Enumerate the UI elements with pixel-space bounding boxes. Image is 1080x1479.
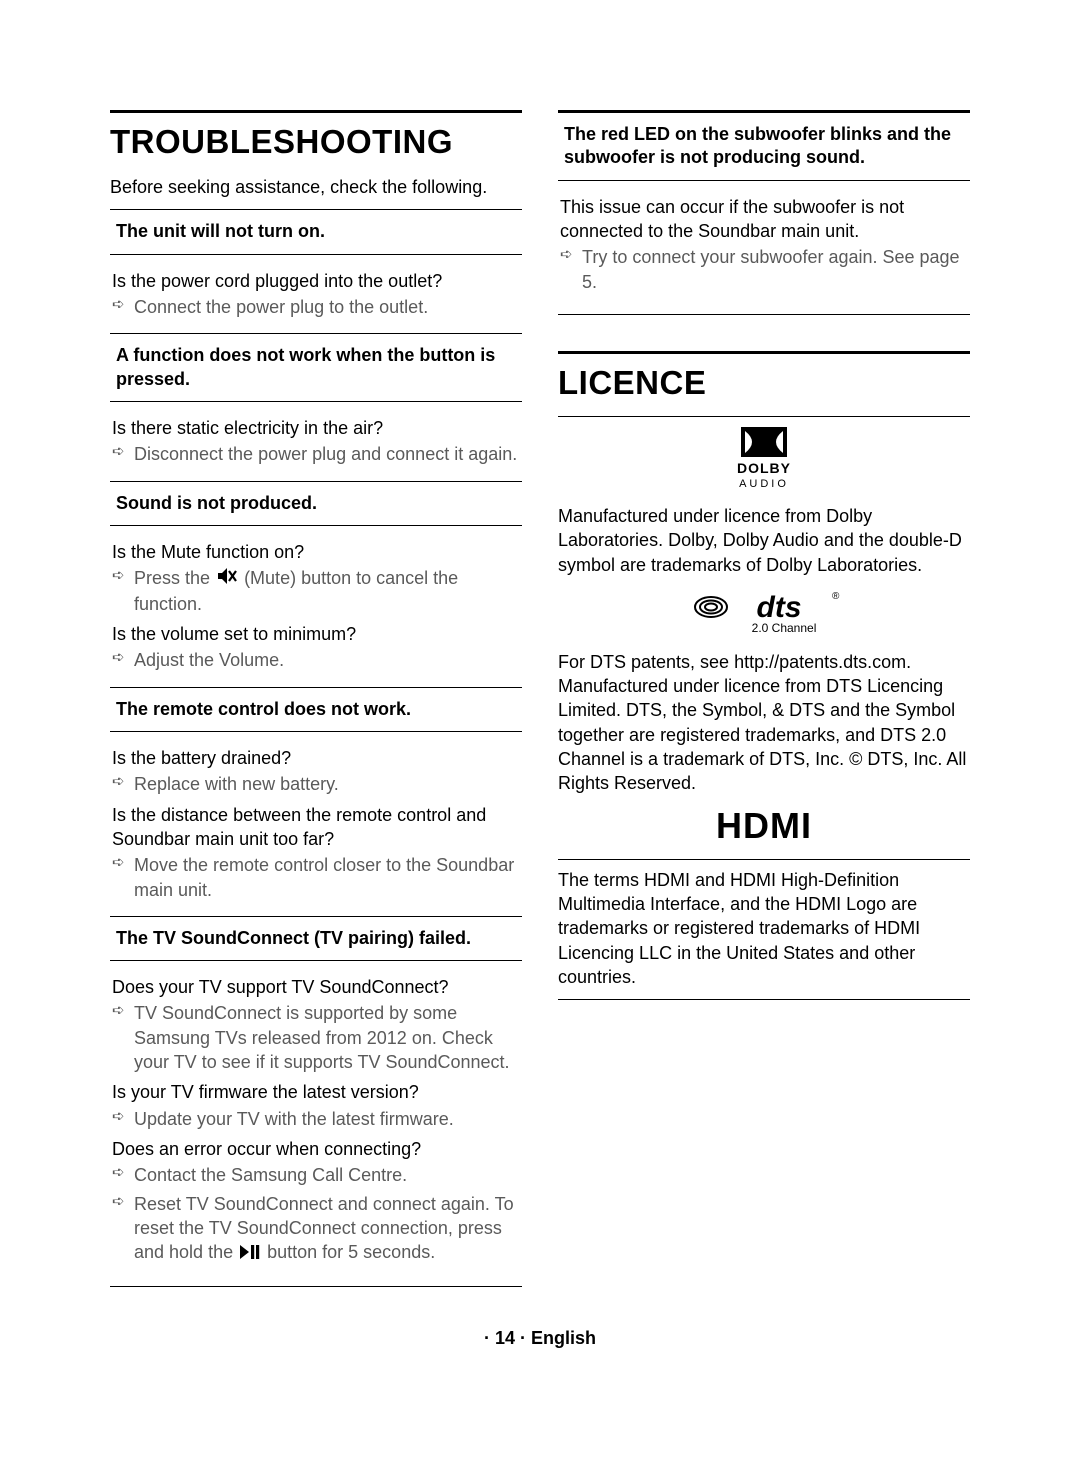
question-text: Is the battery drained? [112,746,520,770]
question-text: Is your TV firmware the latest version? [112,1080,520,1104]
dts-logo: dts ® 2.0 Channel [558,587,970,642]
answer-text: Update your TV with the latest firmware. [112,1107,520,1131]
symptom-heading: The red LED on the subwoofer blinks and … [558,110,970,181]
divider [558,859,970,860]
qa-block: This issue can occur if the subwoofer is… [558,181,970,308]
answer-text: TV SoundConnect is supported by some Sam… [112,1001,520,1074]
qa-block: Is the Mute function on? Press the (Mute… [110,526,522,687]
hdmi-logo: HDMI [558,806,970,851]
qa-block: Does your TV support TV SoundConnect? TV… [110,961,522,1279]
mute-icon [217,569,242,589]
dolby-logo-sublabel: AUDIO [739,478,789,490]
section-rule [558,351,970,354]
licence-hdmi-text: The terms HDMI and HDMI High-Definition … [558,868,970,989]
symptom-heading: Sound is not produced. [110,481,522,526]
answer-text: Connect the power plug to the outlet. [112,295,520,319]
svg-text:HDMI: HDMI [716,806,812,846]
divider [558,999,970,1000]
question-text: Does your TV support TV SoundConnect? [112,975,520,999]
question-text: Is the volume set to minimum? [112,622,520,646]
footer-prefix: · [484,1328,495,1348]
dolby-logo-label: DOLBY [737,460,791,476]
question-text: Does an error occur when connecting? [112,1137,520,1161]
divider [558,416,970,417]
answer-text: Adjust the Volume. [112,648,520,672]
section-end-rule [110,1286,522,1287]
answer-post: button for 5 seconds. [267,1242,435,1262]
section-end-rule [558,314,970,315]
dolby-logo: DOLBY AUDIO [558,427,970,496]
symptom-heading: The unit will not turn on. [110,209,522,254]
section-rule [110,110,522,113]
svg-text:dts: dts [757,591,802,624]
symptom-heading: The TV SoundConnect (TV pairing) failed. [110,916,522,961]
footer-sep: · [515,1328,531,1348]
answer-text: Press the (Mute) button to cancel the fu… [112,566,520,616]
licence-dolby-text: Manufactured under licence from Dolby La… [558,504,970,577]
question-text: This issue can occur if the subwoofer is… [560,195,968,244]
manual-page: TROUBLESHOOTING Before seeking assistanc… [0,0,1080,1479]
answer-text: Replace with new battery. [112,772,520,796]
play-pause-icon [240,1243,265,1263]
answer-text: Contact the Samsung Call Centre. [112,1163,520,1187]
symptom-heading: The remote control does not work. [110,687,522,732]
dts-logo-sublabel: 2.0 Channel [752,621,817,635]
page-language: English [531,1328,596,1348]
answer-text: Try to connect your subwoofer again. See… [560,245,968,294]
licence-dts-text: For DTS patents, see http://patents.dts.… [558,650,970,796]
question-text: Is the power cord plugged into the outle… [112,269,520,293]
question-text: Is the Mute function on? [112,540,520,564]
right-column: The red LED on the subwoofer blinks and … [558,110,970,1293]
troubleshooting-intro: Before seeking assistance, check the fol… [110,175,522,199]
left-column: TROUBLESHOOTING Before seeking assistanc… [110,110,522,1293]
page-footer: · 14 · English [0,1328,1080,1349]
page-number: 14 [495,1328,515,1348]
qa-block: Is the power cord plugged into the outle… [110,255,522,334]
answer-text: Disconnect the power plug and connect it… [112,442,520,466]
two-column-layout: TROUBLESHOOTING Before seeking assistanc… [110,110,970,1293]
question-text: Is there static electricity in the air? [112,416,520,440]
qa-block: Is there static electricity in the air? … [110,402,522,481]
licence-heading: LICENCE [558,364,970,402]
qa-block: Is the battery drained? Replace with new… [110,732,522,916]
svg-text:®: ® [832,591,840,602]
troubleshooting-heading: TROUBLESHOOTING [110,123,522,161]
symptom-heading: A function does not work when the button… [110,333,522,402]
answer-pre: Press the [134,568,215,588]
question-text: Is the distance between the remote contr… [112,803,520,852]
answer-text: Reset TV SoundConnect and connect again.… [112,1192,520,1266]
answer-text: Move the remote control closer to the So… [112,853,520,902]
